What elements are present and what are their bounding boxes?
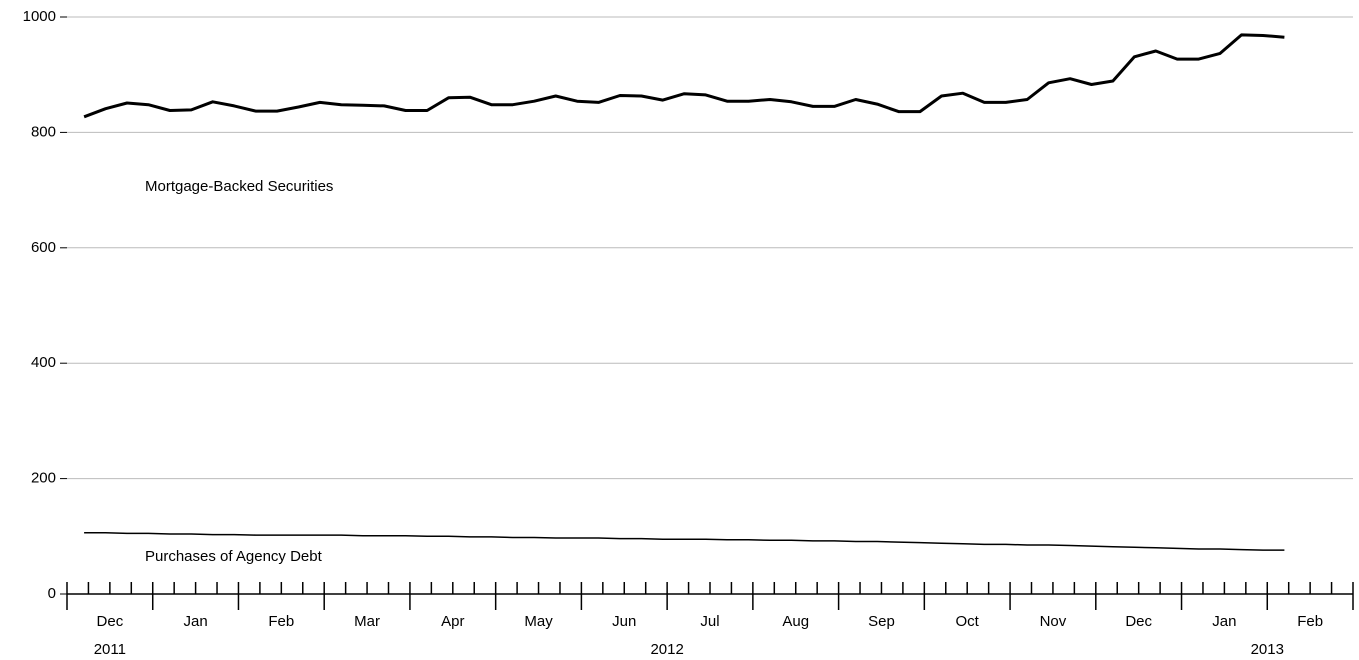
y-tick-label: 200 bbox=[31, 470, 56, 487]
y-tick-label: 400 bbox=[31, 354, 56, 371]
year-label: 2012 bbox=[650, 641, 683, 658]
x-tick-label: Mar bbox=[354, 613, 380, 630]
y-tick-label: 0 bbox=[48, 585, 56, 602]
x-tick-label: May bbox=[524, 613, 553, 630]
x-tick-label: Dec bbox=[97, 613, 124, 630]
y-tick-label: 600 bbox=[31, 239, 56, 256]
y-tick-label: 800 bbox=[31, 123, 56, 140]
x-tick-label: Apr bbox=[441, 613, 464, 630]
x-tick-label: Dec bbox=[1125, 613, 1152, 630]
x-tick-label: Aug bbox=[782, 613, 809, 630]
series-label: Purchases of Agency Debt bbox=[145, 548, 323, 565]
x-tick-label: Jan bbox=[184, 613, 208, 630]
x-tick-label: Oct bbox=[956, 613, 980, 630]
x-tick-label: Jul bbox=[700, 613, 719, 630]
x-tick-label: Feb bbox=[1297, 613, 1323, 630]
x-tick-label: Nov bbox=[1040, 613, 1067, 630]
x-tick-label: Jan bbox=[1212, 613, 1236, 630]
y-tick-label: 1000 bbox=[23, 8, 56, 25]
series-line bbox=[84, 532, 1285, 551]
year-label: 2011 bbox=[94, 641, 126, 658]
x-tick-label: Feb bbox=[268, 613, 294, 630]
x-tick-label: Sep bbox=[868, 613, 895, 630]
x-tick-label: Jun bbox=[612, 613, 636, 630]
year-label: 2013 bbox=[1251, 641, 1284, 658]
series-label: Mortgage-Backed Securities bbox=[145, 178, 333, 195]
series-line bbox=[83, 33, 1285, 119]
